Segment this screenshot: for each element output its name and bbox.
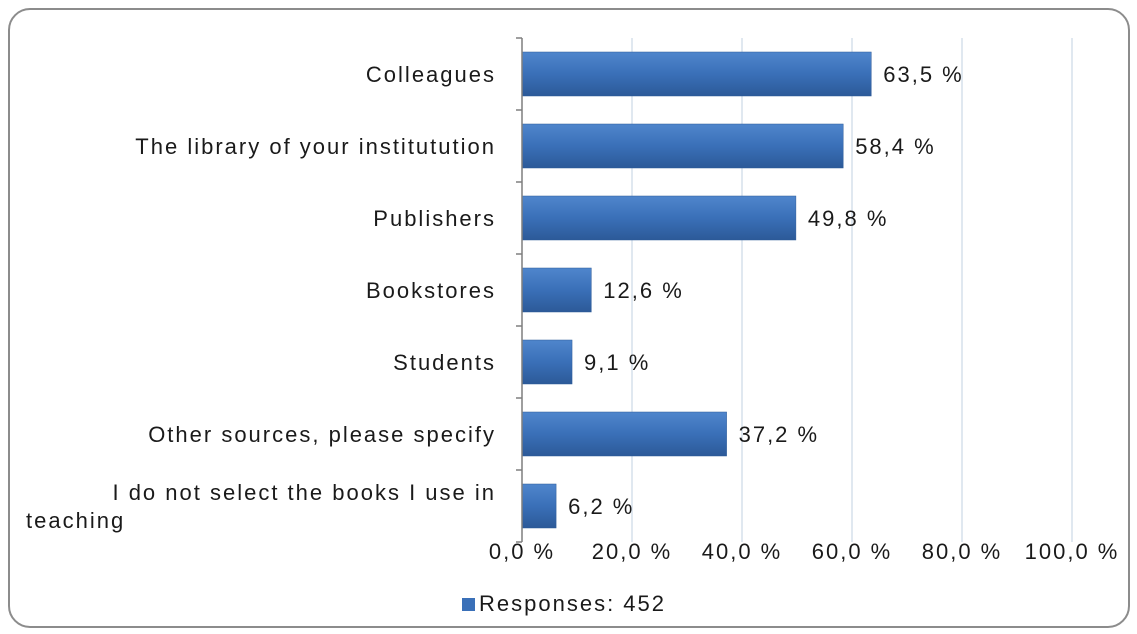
x-tick-label-3: 60,0 % bbox=[812, 539, 893, 564]
x-tick-label-2: 40,0 % bbox=[702, 539, 783, 564]
chart-frame bbox=[8, 8, 1130, 628]
bar-5 bbox=[521, 411, 727, 457]
data-label-4: 9,1 % bbox=[584, 350, 650, 375]
x-tick-label-0: 0,0 % bbox=[489, 539, 555, 564]
bars bbox=[521, 51, 872, 529]
category-label-2: Publishers bbox=[373, 206, 496, 231]
gridlines bbox=[631, 38, 1073, 542]
legend-swatch bbox=[462, 597, 475, 611]
legend-label: Responses: 452 bbox=[479, 591, 666, 616]
x-tick-label-1: 20,0 % bbox=[592, 539, 673, 564]
bar-6 bbox=[521, 483, 557, 529]
bar-4 bbox=[521, 339, 573, 385]
category-label-4: Students bbox=[393, 350, 496, 375]
x-tick-labels: 0,0 % 20,0 % 40,0 % 60,0 % 80,0 % 100,0 % bbox=[489, 539, 1120, 564]
category-labels: Colleagues The library of your institutut… bbox=[26, 62, 496, 533]
data-label-2: 49,8 % bbox=[808, 206, 889, 231]
data-label-3: 12,6 % bbox=[603, 278, 684, 303]
category-label-3: Bookstores bbox=[366, 278, 496, 303]
category-label-6-line-2: teaching bbox=[26, 508, 125, 533]
bar-0 bbox=[521, 51, 872, 97]
data-labels: 63,5 % 58,4 % 49,8 % 12,6 % 9,1 % 37,2 % 6,2 % bbox=[568, 62, 964, 519]
data-label-6: 6,2 % bbox=[568, 494, 634, 519]
category-label-5: Other sources, please specify bbox=[148, 422, 496, 447]
bar-2 bbox=[521, 195, 797, 241]
category-label-0: Colleagues bbox=[366, 62, 496, 87]
x-tick-label-4: 80,0 % bbox=[922, 539, 1003, 564]
legend: Responses: 452 bbox=[462, 589, 666, 619]
data-label-1: 58,4 % bbox=[855, 134, 936, 159]
data-label-5: 37,2 % bbox=[739, 422, 820, 447]
y-axis bbox=[516, 37, 523, 543]
bar-3 bbox=[521, 267, 592, 313]
bar-1 bbox=[521, 123, 844, 169]
category-label-1: The library of your institutution bbox=[135, 134, 496, 159]
data-label-0: 63,5 % bbox=[883, 62, 964, 87]
x-tick-label-5: 100,0 % bbox=[1025, 539, 1120, 564]
category-label-6: I do not select the books I use in bbox=[112, 480, 496, 505]
